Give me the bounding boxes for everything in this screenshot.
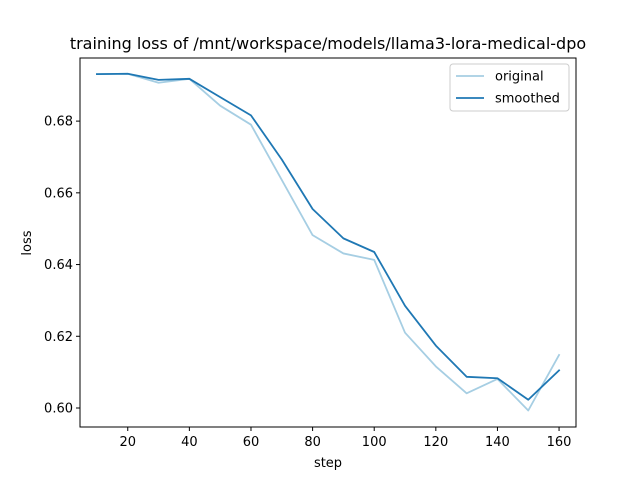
- plot-area-frame: [79, 57, 577, 428]
- x-tick-label: 100: [362, 435, 387, 450]
- x-tick-label: 40: [181, 435, 198, 450]
- y-tick-label: 0.68: [44, 115, 73, 130]
- y-tick-label: 0.60: [44, 401, 73, 416]
- x-tick-label: 140: [485, 435, 510, 450]
- y-tick-label: 0.66: [44, 186, 73, 201]
- x-tick-label: 120: [423, 435, 448, 450]
- y-axis-label: loss: [20, 230, 35, 255]
- chart-title: training loss of /mnt/workspace/models/l…: [70, 34, 586, 53]
- x-tick-label: 160: [547, 435, 572, 450]
- legend-label-original: original: [495, 70, 544, 85]
- series-line-smoothed: [96, 72, 561, 401]
- series-line-original: [96, 72, 561, 412]
- series-layer: [96, 72, 561, 412]
- x-tick-label: 20: [119, 435, 136, 450]
- x-tick-label: 60: [243, 435, 260, 450]
- y-tick-label: 0.62: [44, 330, 73, 345]
- legend-label-smoothed: smoothed: [495, 92, 560, 107]
- x-axis: 20 40 60 80 100 120 140 160: [119, 427, 571, 450]
- legend: original smoothed: [449, 63, 570, 112]
- x-axis-label: step: [314, 456, 342, 471]
- x-tick-label: 80: [304, 435, 321, 450]
- y-axis: 0.60 0.62 0.64 0.66 0.68: [44, 115, 80, 416]
- y-tick-label: 0.64: [44, 258, 73, 273]
